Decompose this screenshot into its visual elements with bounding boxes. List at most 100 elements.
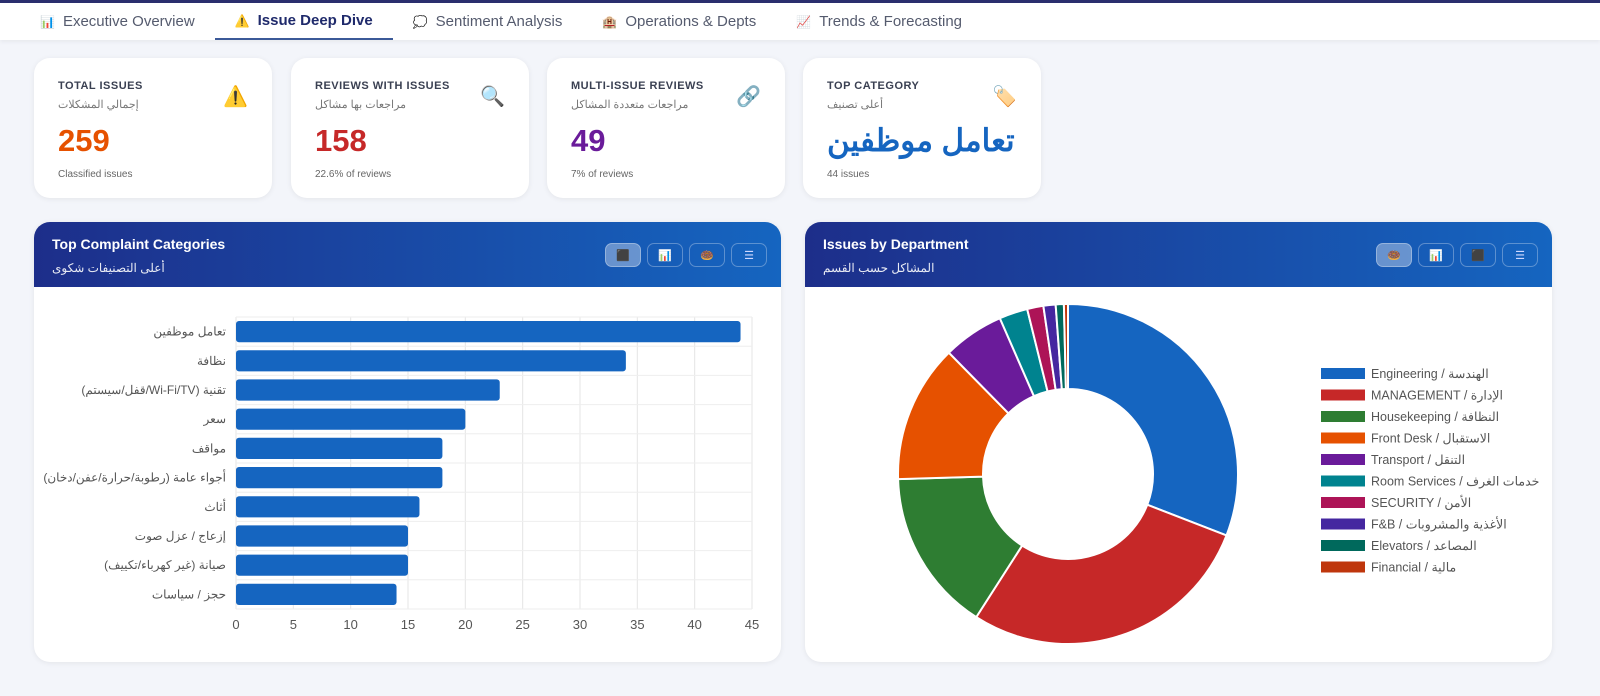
panel-subtitle: المشاكل حسب القسم [823, 261, 935, 275]
legend-swatch [1321, 432, 1365, 444]
bar [236, 496, 420, 518]
kpi-value: 49 [571, 123, 606, 158]
bar-chart: 0 5 10 15 20 25 30 35 40 45 تعامل موظفين نظافة (قفل/… [43, 316, 759, 632]
legend-swatch [1321, 454, 1365, 465]
kpi-value: 259 [58, 123, 110, 158]
bar [236, 554, 408, 576]
y-tick-label: أجواء عامة (رطوبة/حرارة/عفن/دخان) [43, 470, 226, 485]
tab-sentiment-analysis[interactable]: 💭 Sentiment Analysis [393, 3, 583, 40]
x-tick-label: 5 [290, 617, 297, 632]
y-tick-label: إزعاج / عزل صوت [135, 529, 226, 544]
kpi-title: TOP CATEGORY [827, 80, 920, 92]
panel-header: Issues by Department المشاكل حسب القسم 🍩… [805, 222, 1552, 287]
kpi-arabic-title: إجمالي المشكلات [58, 99, 139, 111]
tab-issue-deep-dive[interactable]: ⚠️ Issue Deep Dive [214, 3, 393, 40]
legend-swatch [1321, 368, 1365, 379]
x-tick-label: 20 [458, 617, 472, 632]
chart-type-button[interactable]: 🍩 [1376, 243, 1412, 267]
bar-view-button[interactable]: 📊 [1418, 243, 1454, 267]
tab-trends-forecasting[interactable]: 📈 Trends & Forecasting [776, 3, 982, 40]
top-complaint-categories-panel: Top Complaint Categories أعلى التصنيفات … [34, 222, 781, 662]
kpi-value: تعامل موظفين [827, 123, 1015, 158]
donut-view-button[interactable]: 🍩 [689, 243, 725, 267]
panel-title: Top Complaint Categories [52, 236, 226, 252]
x-tick-label: 40 [687, 617, 701, 632]
legend-label: Elevators / المصاعد [1371, 539, 1477, 553]
tab-label: Operations & Depts [625, 13, 757, 30]
tab-label: Sentiment Analysis [435, 13, 563, 30]
issues-by-department-panel: Issues by Department المشاكل حسب القسم 🍩… [805, 222, 1552, 662]
tab-icon: 💭 [412, 14, 428, 29]
kpi-subtext: 7% of reviews [571, 169, 634, 180]
tab-label: Executive Overview [62, 13, 195, 30]
legend-swatch [1321, 389, 1365, 401]
kpi-arabic-title: أعلى تصنيف [827, 99, 884, 111]
legend-label: Financial / مالية [1371, 561, 1456, 575]
panel-subtitle: أعلى التصنيفات شكوى [52, 261, 165, 275]
kpi-arabic-title: مراجعات بها مشاكل [315, 99, 407, 111]
legend-label: Transport / التنقل [1371, 453, 1465, 467]
kpi-card: TOTAL ISSUES إجمالي المشكلات 259 Classified… [34, 58, 272, 198]
tab-label: Trends & Forecasting [819, 13, 963, 30]
x-tick-label: 35 [630, 617, 644, 632]
tab-executive-overview[interactable]: 📊 Executive Overview [20, 3, 215, 40]
kpi-subtext: 44 issues [827, 169, 870, 180]
kpi-title: MULTI-ISSUE REVIEWS [571, 80, 704, 92]
legend-swatch [1321, 475, 1365, 487]
tab-icon: 📊 [40, 14, 55, 29]
kpi-arabic-title: مراجعات متعددة المشاكل [571, 99, 689, 111]
legend-label: Housekeeping / النظافة [1371, 410, 1499, 424]
tab-icon: ⚠️ [234, 13, 250, 28]
x-tick-label: 0 [232, 617, 239, 632]
kpi-title: REVIEWS WITH ISSUES [315, 80, 450, 92]
bar [236, 583, 397, 605]
kpi-card: TOP CATEGORY أعلى تصنيف تعامل موظفين 44 iss… [803, 58, 1041, 198]
legend-label: Front Desk / الاستقبال [1371, 432, 1490, 446]
tab-bar: 📊 Executive Overview ⚠️ Issue Deep Dive 💭 Sen… [0, 0, 1600, 40]
kpi-icon: 🔍 [480, 86, 505, 108]
donut-chart: Engineering / الهندسة MANAGEMENT / الإدار… [897, 302, 1540, 645]
y-tick-label: مواقف [192, 441, 226, 455]
menu-button[interactable]: ☰ [1502, 243, 1538, 267]
x-tick-label: 25 [515, 617, 529, 632]
legend-swatch [1321, 518, 1365, 530]
panel-header: Top Complaint Categories أعلى التصنيفات … [34, 222, 781, 287]
y-tick-label: تعامل موظفين [153, 325, 226, 339]
kpi-icon: 🔗 [736, 86, 761, 108]
x-tick-label: 30 [573, 617, 587, 632]
bar [236, 525, 408, 547]
legend-swatch [1321, 540, 1365, 551]
panel-title: Issues by Department [823, 236, 969, 252]
menu-button[interactable]: ☰ [731, 243, 767, 267]
bar [236, 321, 741, 343]
donut-slice [974, 503, 1228, 645]
bar [236, 467, 443, 489]
legend-swatch [1321, 497, 1365, 508]
donut-slice [1062, 302, 1069, 391]
x-tick-label: 15 [401, 617, 415, 632]
y-tick-label: سعر [203, 412, 226, 426]
tab-icon: 🏨 [602, 14, 618, 29]
tab-label: Issue Deep Dive [257, 12, 373, 29]
chart-type-button[interactable]: ⬛ [605, 243, 641, 267]
kpi-value: 158 [315, 123, 367, 158]
tab-operations-depts[interactable]: 🏨 Operations & Depts [582, 3, 776, 40]
donut-view-button[interactable]: ⬛ [1460, 243, 1496, 267]
kpi-card: REVIEWS WITH ISSUES مراجعات بها مشاكل 158 2… [291, 58, 529, 198]
bar-view-button[interactable]: 📊 [647, 243, 683, 267]
y-tick-label: صيانة (غير كهرباء/تكييف) [104, 558, 226, 572]
legend-swatch [1321, 561, 1365, 573]
x-tick-label: 45 [745, 617, 759, 632]
donut-slice [1067, 302, 1239, 537]
x-tick-label: 10 [343, 617, 357, 632]
kpi-title: TOTAL ISSUES [58, 80, 143, 92]
legend-swatch [1321, 411, 1365, 422]
legend-label: Room Services / خدمات الغرف [1371, 475, 1540, 490]
legend-label: Engineering / الهندسة [1371, 367, 1489, 382]
bar [236, 350, 626, 372]
tab-icon: 📈 [796, 14, 812, 29]
bar [236, 408, 466, 430]
kpi-icon: ⚠️ [223, 86, 248, 108]
kpi-card: MULTI-ISSUE REVIEWS مراجعات متعددة المشاك… [547, 58, 785, 198]
kpi-icon: 🏷️ [992, 86, 1017, 108]
